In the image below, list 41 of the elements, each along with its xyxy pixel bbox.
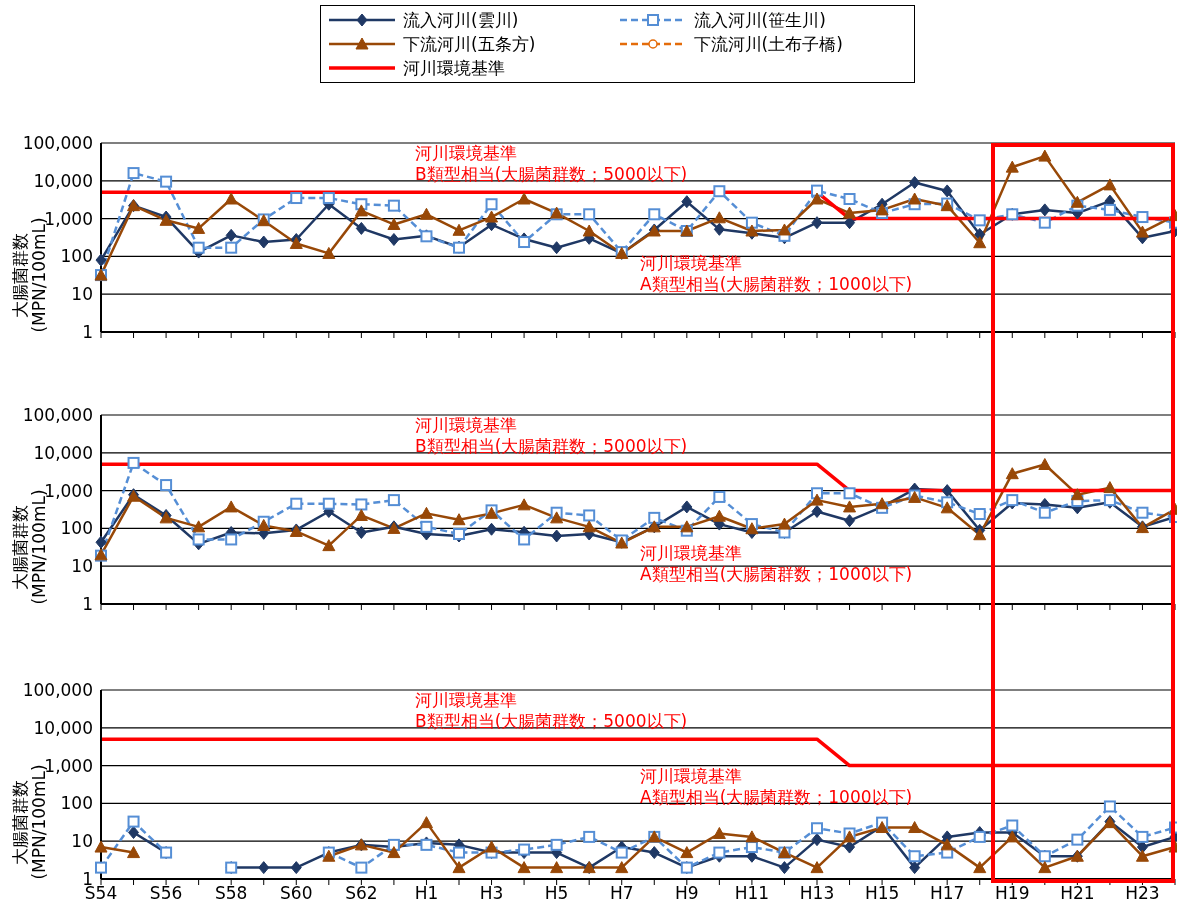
x-tick-label: S62 [345,883,378,904]
y-tick-label: 100 [60,246,93,267]
y-tick-label: 10,000 [33,442,93,463]
x-tick-label: H19 [995,883,1030,904]
legend-label: 下流河川(五条方) [403,32,536,56]
x-tick-label: H15 [864,883,900,904]
x-tick-label: H17 [929,883,965,904]
annotation: 河川環境基準 B類型相当(大腸菌群数；5000以下) [415,690,688,732]
y-tick-label: 10 [71,284,93,305]
legend-label: 流入河川(雲川) [403,8,519,32]
annotation: 河川環境基準 B類型相当(大腸菌群数；5000以下) [415,415,688,457]
x-tick-label: H11 [734,883,770,904]
annotation: 河川環境基準 A類型相当(大腸菌群数；1000以下) [640,253,913,295]
y-tick-label: 10,000 [33,717,93,738]
annotation: 河川環境基準 A類型相当(大腸菌群数；1000以下) [640,766,913,808]
y-tick-label: 100,000 [22,680,93,701]
x-tick-label: H9 [675,883,699,904]
x-tick-label: H13 [799,883,835,904]
y-tick-label: 1 [82,322,93,343]
x-tick-label: S58 [214,883,248,904]
y-tick-label: 1 [82,594,93,615]
y-tick-label: 100,000 [22,405,93,426]
x-tick-label: S60 [280,883,313,904]
y-tick-label: 10,000 [33,170,93,191]
x-tick-label: H3 [479,883,504,904]
annotation: 河川環境基準 B類型相当(大腸菌群数；5000以下) [415,143,688,185]
legend-label: 河川環境基準 [403,56,505,80]
x-tick-label: H7 [609,883,634,904]
y-tick-label: 100 [60,793,93,814]
y-tick-label: 10 [71,831,93,852]
y-tick-label: 100 [60,518,93,539]
x-tick-label: H1 [414,883,439,904]
x-tick-label: H5 [544,883,569,904]
legend-label: 流入河川(笹生川) [693,8,826,32]
annotation: 河川環境基準 A類型相当(大腸菌群数；1000以下) [640,543,913,585]
x-tick-label: H21 [1060,883,1095,904]
legend-label: 下流河川(土布子橋) [693,32,843,56]
x-tick-label: H23 [1125,883,1160,904]
x-tick-label: S56 [149,883,183,904]
y-tick-label: 10 [71,556,93,577]
y-tick-label: 100,000 [22,133,93,154]
